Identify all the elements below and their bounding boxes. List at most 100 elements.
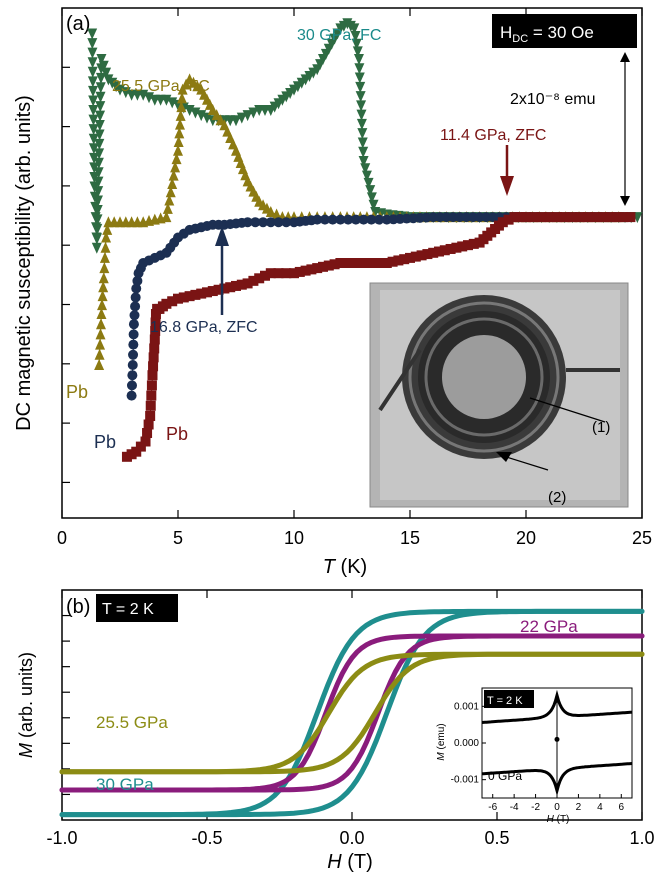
data-point — [273, 268, 284, 279]
data-point — [213, 284, 224, 295]
data-point — [318, 261, 328, 272]
data-point — [97, 299, 108, 311]
data-point — [503, 214, 514, 225]
inset-y-tick-label: 0.001 — [454, 701, 479, 712]
data-point — [150, 317, 161, 328]
data-point — [323, 260, 334, 271]
data-point — [356, 100, 367, 112]
data-point — [625, 212, 636, 223]
inset-branch-upper — [481, 689, 633, 724]
data-point — [575, 212, 586, 223]
annotation-30gpa-fc: 30 GPa, FC — [297, 27, 381, 44]
inset-x-tick-label: 2 — [576, 802, 582, 813]
data-point — [150, 309, 161, 319]
data-point — [250, 217, 261, 228]
data-point — [98, 272, 109, 284]
data-point — [146, 380, 157, 391]
panel-a-y-ticks — [62, 66, 70, 484]
data-point — [289, 268, 299, 279]
data-point — [93, 167, 104, 179]
data-point — [271, 208, 282, 220]
inset-hysteresis — [481, 689, 633, 797]
panel-b-x-axis-label: H (T) — [327, 851, 373, 873]
annotation-25-5gpa-fc: 25.5 GPa, FC — [112, 78, 210, 95]
x-tick-label: 0.0 — [339, 828, 364, 848]
data-point — [92, 223, 103, 235]
data-point — [335, 214, 346, 225]
data-point — [87, 47, 98, 59]
x-tick-label: 0.5 — [484, 828, 509, 848]
scale-bar-arrow-bottom — [620, 196, 630, 206]
data-point — [176, 101, 187, 113]
data-point — [127, 360, 138, 370]
scale-bar-arrow-top — [620, 52, 630, 62]
data-point — [355, 81, 366, 93]
data-point — [88, 124, 99, 136]
panel-a-label: (a) — [66, 13, 90, 35]
loop-0 — [59, 608, 645, 818]
photo-label-1: (1) — [592, 419, 610, 436]
inset-x-tick-label: 0 — [554, 802, 560, 813]
temperature-legend-text: T = 2 K — [102, 601, 154, 618]
field-legend-box — [492, 14, 637, 48]
data-point — [87, 76, 98, 88]
data-point — [248, 275, 259, 286]
data-point — [164, 194, 175, 206]
data-point — [88, 95, 99, 107]
sample-chamber — [442, 335, 526, 419]
data-point — [281, 268, 292, 279]
x-tick-label: 1.0 — [629, 828, 654, 848]
data-point — [161, 211, 172, 223]
data-point — [147, 370, 158, 381]
data-point — [170, 161, 181, 173]
data-point — [319, 214, 330, 225]
data-point — [128, 319, 139, 330]
panel-a: (a) 0 5 10 15 20 25 T (K) DC magnetic suscept… — [13, 7, 652, 578]
data-point — [353, 54, 364, 65]
data-point — [399, 254, 410, 265]
data-point — [515, 212, 526, 223]
data-point — [611, 212, 622, 223]
data-point — [184, 291, 195, 302]
data-point — [129, 310, 140, 321]
data-point — [457, 241, 468, 252]
data-point — [567, 212, 578, 223]
data-point — [350, 214, 361, 225]
data-point — [148, 352, 159, 363]
data-point — [92, 233, 103, 245]
loop-branch-lower — [59, 633, 645, 793]
data-point — [254, 273, 265, 284]
data-point — [146, 390, 157, 401]
data-point — [143, 419, 154, 430]
data-point — [306, 264, 317, 275]
data-point — [96, 308, 107, 319]
data-point — [225, 282, 236, 293]
data-point — [207, 286, 218, 297]
data-point — [236, 112, 247, 124]
inset-x-axis-label: H (T) — [547, 814, 570, 825]
data-point — [196, 288, 207, 299]
data-point — [604, 212, 615, 223]
inset-y-tick-label: -0.001 — [451, 775, 480, 786]
data-point — [294, 266, 305, 277]
inset-ticks: -6 -4 -2 0 2 4 6 0.001 0.000 -0.001 — [451, 701, 625, 813]
data-point — [178, 292, 189, 303]
data-point — [355, 91, 366, 103]
data-point — [248, 107, 259, 119]
data-point — [190, 289, 201, 300]
data-point — [88, 105, 99, 116]
x-tick-label: 15 — [400, 528, 420, 548]
data-point — [352, 46, 363, 58]
data-point — [174, 127, 185, 139]
inset-x-tick-label: -4 — [510, 802, 519, 813]
panel-b-x-ticks: -1.0 -0.5 0.0 0.5 1.0 — [46, 590, 655, 848]
data-point — [87, 28, 98, 40]
data-point — [281, 217, 292, 228]
data-point — [173, 136, 184, 148]
data-point — [410, 251, 421, 262]
data-point — [521, 212, 531, 223]
data-point — [176, 92, 187, 104]
data-point — [260, 270, 270, 281]
data-point — [126, 390, 137, 401]
